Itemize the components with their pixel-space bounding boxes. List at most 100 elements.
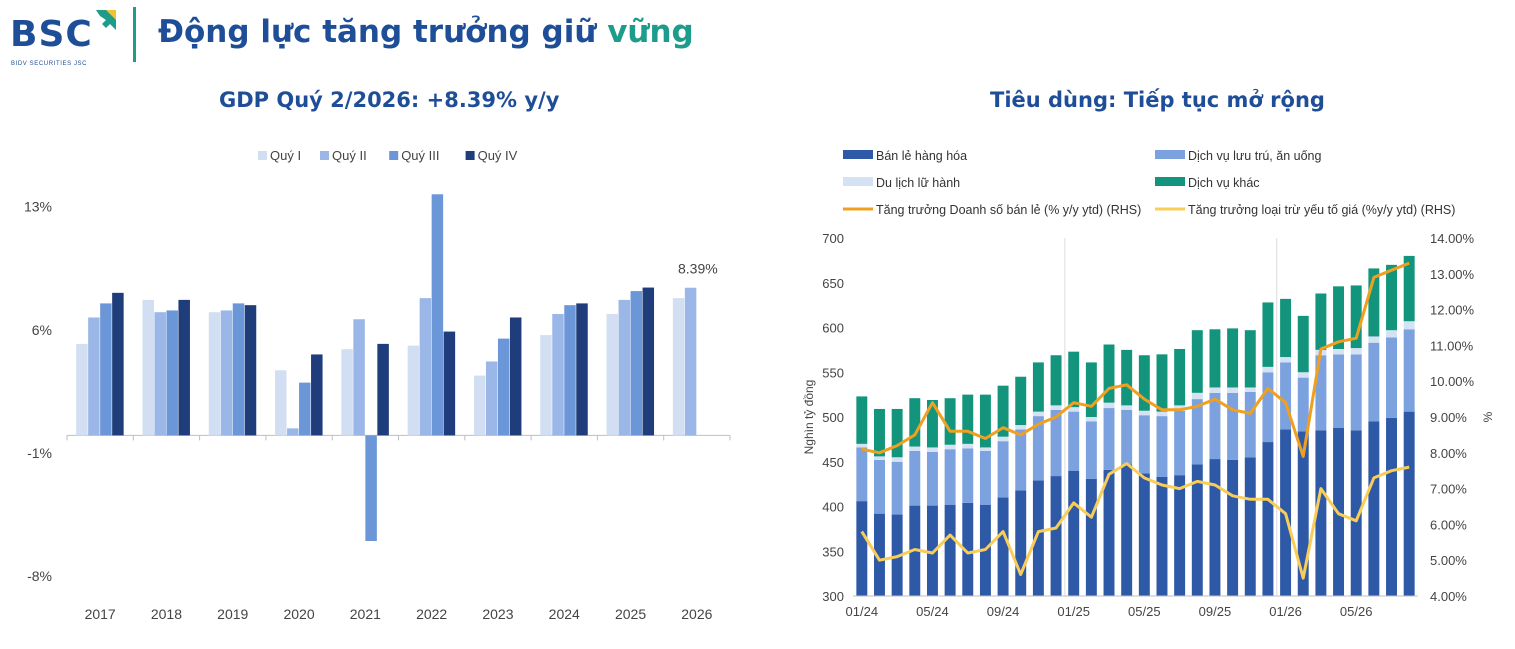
y-tick-label-left: 700 (822, 231, 844, 246)
x-tick-label: 01/26 (1269, 604, 1302, 619)
legend-swatch (843, 177, 873, 186)
y-axis-title-right: % (1481, 411, 1495, 422)
y-tick-label: -1% (27, 445, 52, 461)
bar-segment (1174, 405, 1186, 411)
bar-segment (1174, 410, 1186, 476)
bar-segment (979, 451, 991, 505)
bar-segment (962, 502, 974, 596)
bar-segment (1403, 329, 1415, 412)
bar-segment (1244, 457, 1256, 596)
bar (299, 382, 311, 436)
x-tick-label: 01/24 (846, 604, 879, 619)
bar (642, 287, 655, 436)
bar-segment (997, 441, 1009, 498)
x-tick-label: 05/26 (1340, 604, 1373, 619)
bar (142, 299, 154, 436)
bar-segment (1103, 469, 1115, 596)
y-tick-label-right: 7.00% (1430, 482, 1467, 497)
bar-segment (1333, 348, 1345, 355)
y-tick-label-right: 14.00% (1430, 231, 1475, 246)
bar (552, 313, 564, 436)
bar (154, 312, 166, 436)
bar-segment (1403, 255, 1415, 322)
bar (353, 319, 365, 436)
page-title-accent: vững (607, 14, 694, 50)
x-tick-label: 05/24 (916, 604, 949, 619)
bar-segment (856, 443, 868, 448)
bar-segment (1368, 268, 1380, 337)
bar-segment (944, 398, 956, 445)
bar-segment (1403, 321, 1415, 330)
bar (443, 331, 456, 436)
bar (112, 292, 124, 436)
bar (509, 317, 522, 436)
bar (672, 298, 685, 436)
y-tick-label-left: 650 (822, 276, 844, 291)
bar (377, 343, 389, 436)
y-tick-label: -8% (27, 568, 52, 584)
bar-segment (1068, 407, 1080, 412)
bar (473, 375, 486, 436)
bar-segment (1244, 391, 1256, 458)
bar-segment (874, 456, 885, 460)
legend-label: Tăng trưởng Doanh số bán lẻ (% y/y ytd) … (876, 203, 1141, 217)
bar-segment (891, 457, 903, 462)
bar-segment (1068, 470, 1080, 596)
bar-segment (1209, 392, 1221, 460)
page-title-main: Động lực tăng trưởng giữ (158, 14, 597, 50)
bar-segment (1032, 416, 1044, 481)
bar (311, 354, 323, 436)
bar-segment (1032, 411, 1044, 417)
x-tick-label: 2021 (350, 606, 381, 622)
x-tick-label: 2025 (615, 606, 646, 622)
bar-segment (1085, 417, 1097, 422)
bar (275, 370, 287, 436)
bar-segment (1191, 330, 1203, 393)
bar-segment (997, 497, 1009, 596)
legend-swatch (1155, 150, 1185, 159)
x-tick-label: 09/24 (987, 604, 1020, 619)
bar-segment (962, 394, 974, 444)
bar-segment (1085, 362, 1097, 417)
bar-segment (1156, 476, 1168, 596)
bar-segment (1209, 329, 1221, 388)
bar (166, 310, 178, 436)
bar-segment (1068, 351, 1080, 408)
bar (88, 317, 100, 436)
x-tick-label: 09/25 (1199, 604, 1232, 619)
bar-segment (1015, 376, 1027, 426)
bar-segment (1368, 336, 1380, 343)
legend-swatch (258, 151, 267, 160)
bar-segment (1262, 372, 1274, 443)
bar-segment (1297, 431, 1309, 596)
bar-segment (891, 408, 903, 458)
bar-segment (1350, 285, 1362, 349)
bar (341, 349, 353, 436)
bar-segment (962, 448, 974, 503)
y-tick-label-left: 300 (822, 589, 844, 604)
bar-segment (1103, 402, 1115, 409)
bar-segment (1280, 362, 1292, 430)
bar (76, 343, 88, 436)
bar-segment (1368, 421, 1380, 596)
bar-segment (1386, 337, 1397, 418)
series-line (860, 462, 1410, 580)
bar-segment (1368, 342, 1380, 422)
bar-segment (1350, 348, 1362, 355)
y-tick-label-right: 13.00% (1430, 267, 1475, 282)
bar-segment (1032, 480, 1044, 596)
legend-label: Dịch vụ lưu trú, ăn uống (1188, 149, 1321, 163)
legend-swatch (465, 151, 475, 160)
bar-segment (1262, 302, 1274, 367)
bar-segment (1085, 421, 1097, 479)
x-tick-label: 05/25 (1128, 604, 1161, 619)
bar-segment (926, 447, 938, 452)
bar-segment (1050, 355, 1062, 406)
bar-segment (1050, 409, 1062, 477)
y-tick-label-right: 6.00% (1430, 517, 1467, 532)
bar-segment (1174, 475, 1186, 596)
gdp-chart-title: GDP Quý 2/2026: +8.39% y/y (219, 88, 560, 112)
bar-segment (1280, 357, 1292, 363)
bar-segment (1227, 392, 1239, 460)
bar-segment (1138, 415, 1150, 474)
